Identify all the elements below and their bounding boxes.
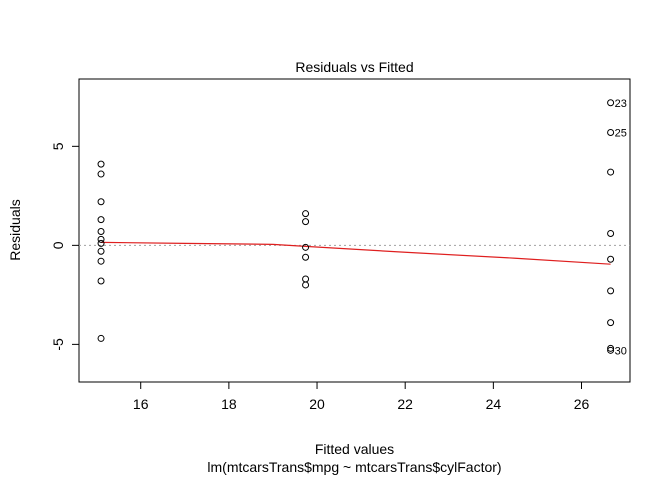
x-tick-label: 24 bbox=[486, 396, 502, 412]
data-point bbox=[607, 287, 615, 295]
data-point bbox=[97, 235, 105, 243]
data-point bbox=[607, 128, 615, 136]
y-axis: -5 0 5 bbox=[50, 142, 79, 351]
data-point bbox=[97, 198, 105, 206]
data-point bbox=[607, 168, 615, 176]
point-label: 30 bbox=[615, 345, 627, 357]
data-point bbox=[97, 170, 105, 178]
x-tick-label: 20 bbox=[309, 396, 325, 412]
data-point bbox=[97, 227, 105, 235]
data-point bbox=[302, 218, 310, 226]
x-axis: 16 18 20 22 24 26 bbox=[133, 382, 590, 412]
y-tick-label: 5 bbox=[50, 142, 66, 150]
data-point bbox=[607, 346, 615, 354]
data-point bbox=[607, 319, 615, 327]
x-axis-label: Fitted values bbox=[315, 441, 394, 457]
data-point bbox=[607, 229, 615, 237]
data-point bbox=[302, 210, 310, 218]
data-point bbox=[302, 243, 310, 251]
point-label: 25 bbox=[615, 127, 627, 139]
data-point bbox=[97, 239, 105, 247]
data-point bbox=[97, 334, 105, 342]
plot-title: Residuals vs Fitted bbox=[295, 59, 413, 75]
x-axis-sublabel: lm(mtcarsTrans$mpg ~ mtcarsTrans$cylFact… bbox=[207, 459, 501, 475]
data-point bbox=[97, 257, 105, 265]
x-tick-label: 26 bbox=[574, 396, 590, 412]
plot-frame bbox=[78, 78, 631, 383]
y-axis-label: Residuals bbox=[7, 199, 23, 260]
data-points bbox=[97, 99, 615, 354]
smooth-trend-line bbox=[101, 241, 611, 265]
point-label: 23 bbox=[615, 98, 627, 110]
data-point bbox=[97, 247, 105, 255]
y-tick-label: -5 bbox=[50, 338, 66, 351]
x-tick-label: 22 bbox=[397, 396, 413, 412]
x-tick-label: 18 bbox=[221, 396, 237, 412]
data-point bbox=[607, 255, 615, 263]
y-tick-label: 0 bbox=[50, 241, 66, 249]
data-point bbox=[97, 216, 105, 224]
data-point bbox=[302, 281, 310, 289]
x-tick-label: 16 bbox=[133, 396, 149, 412]
data-point bbox=[97, 277, 105, 285]
point-labels: 23 25 30 bbox=[615, 98, 627, 358]
data-point bbox=[607, 344, 615, 352]
data-point bbox=[302, 253, 310, 261]
data-point bbox=[97, 160, 105, 168]
data-point bbox=[607, 99, 615, 107]
